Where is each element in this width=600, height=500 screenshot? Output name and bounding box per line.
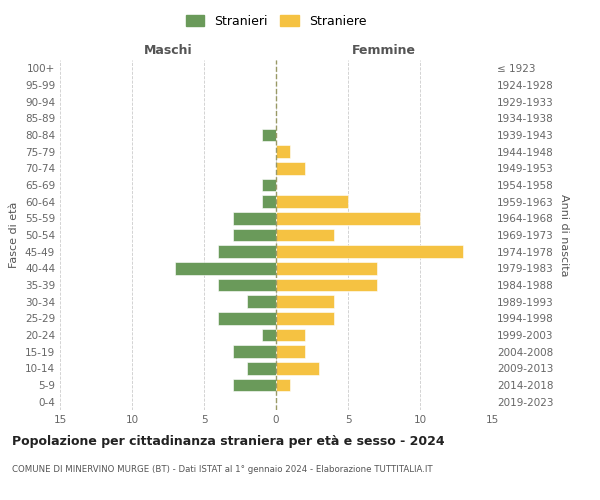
Bar	[233, 229, 276, 241]
Bar	[276, 162, 305, 174]
Bar	[276, 296, 334, 308]
Bar	[262, 129, 276, 141]
Bar	[262, 196, 276, 208]
Bar	[218, 312, 276, 324]
Bar	[218, 279, 276, 291]
Bar	[276, 262, 377, 274]
Y-axis label: Fasce di età: Fasce di età	[10, 202, 19, 268]
Bar	[262, 179, 276, 192]
Bar	[276, 146, 290, 158]
Bar	[276, 362, 319, 374]
Bar	[276, 329, 305, 341]
Bar	[276, 346, 305, 358]
Bar	[276, 196, 348, 208]
Bar	[276, 279, 377, 291]
Y-axis label: Anni di nascita: Anni di nascita	[559, 194, 569, 276]
Bar	[233, 346, 276, 358]
Bar	[262, 329, 276, 341]
Text: Femmine: Femmine	[352, 44, 416, 57]
Bar	[175, 262, 276, 274]
Bar	[276, 312, 334, 324]
Text: Popolazione per cittadinanza straniera per età e sesso - 2024: Popolazione per cittadinanza straniera p…	[12, 435, 445, 448]
Bar	[276, 246, 463, 258]
Bar	[218, 246, 276, 258]
Bar	[233, 212, 276, 224]
Text: Maschi: Maschi	[143, 44, 193, 57]
Bar	[276, 229, 334, 241]
Text: COMUNE DI MINERVINO MURGE (BT) - Dati ISTAT al 1° gennaio 2024 - Elaborazione TU: COMUNE DI MINERVINO MURGE (BT) - Dati IS…	[12, 465, 433, 474]
Bar	[247, 362, 276, 374]
Bar	[233, 379, 276, 391]
Bar	[247, 296, 276, 308]
Legend: Stranieri, Straniere: Stranieri, Straniere	[182, 11, 370, 32]
Bar	[276, 212, 420, 224]
Bar	[276, 379, 290, 391]
